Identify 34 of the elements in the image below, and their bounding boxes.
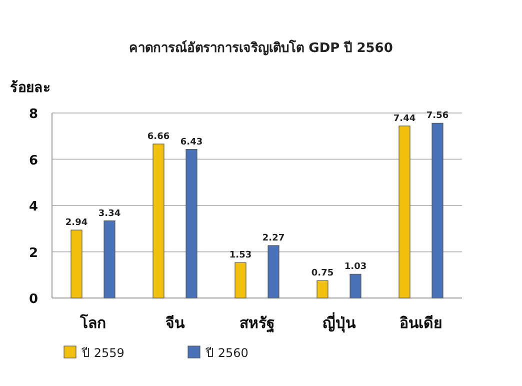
bar	[104, 220, 116, 298]
y-axis-title: ร้อยละ	[10, 80, 51, 96]
x-tick-label: อินเดีย	[400, 314, 442, 332]
data-label: 0.75	[311, 268, 334, 279]
bar	[234, 262, 246, 298]
data-label: 3.34	[98, 208, 121, 219]
data-label: 1.53	[229, 250, 252, 261]
x-tick-label: สหรัฐ	[240, 314, 274, 333]
data-label: 7.56	[426, 111, 449, 122]
bar	[268, 245, 280, 298]
x-tick-label: โลก	[79, 313, 106, 332]
data-label: 2.27	[262, 234, 285, 244]
data-label: 1.03	[344, 262, 367, 272]
data-label: 7.44	[393, 114, 416, 124]
y-tick-label: 2	[28, 246, 38, 261]
x-tick-label: จีน	[166, 314, 186, 332]
y-tick-label: 6	[28, 153, 38, 168]
bar	[186, 149, 198, 298]
y-tick-label: 0	[28, 292, 38, 307]
y-tick-label: 8	[28, 107, 38, 122]
chart-title: คาดการณ์อัตราการเจริญเติบโต GDP ปี 2560	[129, 39, 393, 56]
data-label: 6.66	[147, 132, 170, 142]
bar	[152, 144, 164, 298]
data-label: 2.94	[65, 218, 88, 228]
y-tick-label: 4	[28, 200, 38, 214]
bar	[316, 280, 328, 298]
bar	[350, 274, 362, 298]
bar	[398, 126, 410, 298]
legend-label: ปี 2559	[81, 346, 124, 360]
x-tick-label: ญี่ปุ่น	[322, 312, 356, 333]
bar	[70, 230, 82, 298]
data-label: 6.43	[180, 137, 203, 148]
bar	[432, 122, 444, 298]
legend-label: ปี 2560	[205, 346, 248, 360]
